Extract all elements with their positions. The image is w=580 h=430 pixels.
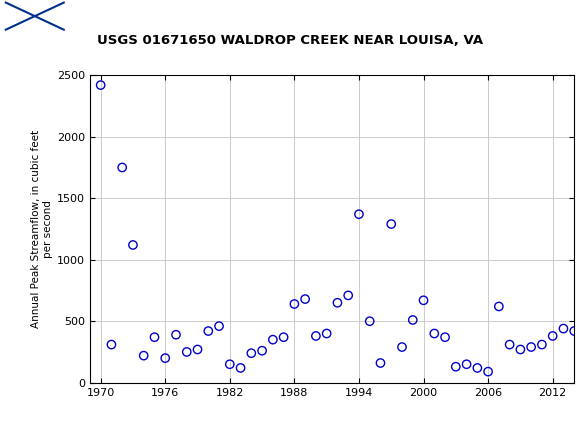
Point — [258, 347, 267, 354]
Point — [225, 361, 234, 368]
Bar — [6, 3, 64, 30]
Point — [96, 82, 106, 89]
Point — [451, 363, 461, 370]
Point — [570, 328, 579, 335]
Point — [387, 221, 396, 227]
Point — [462, 361, 471, 368]
Point — [516, 346, 525, 353]
Text: USGS: USGS — [70, 9, 117, 24]
Point — [246, 350, 256, 356]
Point — [171, 331, 180, 338]
Point — [311, 332, 321, 339]
Point — [300, 296, 310, 303]
Point — [484, 368, 493, 375]
Point — [537, 341, 546, 348]
Point — [204, 328, 213, 335]
Point — [182, 348, 191, 355]
Point — [559, 325, 568, 332]
Text: USGS 01671650 WALDROP CREEK NEAR LOUISA, VA: USGS 01671650 WALDROP CREEK NEAR LOUISA,… — [97, 34, 483, 47]
Point — [107, 341, 116, 348]
Point — [279, 334, 288, 341]
Point — [365, 318, 374, 325]
Point — [473, 365, 482, 372]
Point — [354, 211, 364, 218]
Point — [408, 316, 418, 323]
Point — [128, 242, 137, 249]
Point — [397, 344, 407, 350]
Point — [419, 297, 428, 304]
Y-axis label: Annual Peak Streamflow, in cubic feet
per second: Annual Peak Streamflow, in cubic feet pe… — [31, 130, 53, 328]
Point — [161, 355, 170, 362]
Point — [322, 330, 331, 337]
Point — [139, 352, 148, 359]
Point — [548, 332, 557, 339]
Point — [118, 164, 127, 171]
Point — [343, 292, 353, 299]
Point — [268, 336, 277, 343]
Point — [193, 346, 202, 353]
Point — [440, 334, 450, 341]
Point — [527, 344, 536, 350]
Point — [430, 330, 439, 337]
Point — [333, 299, 342, 306]
Point — [505, 341, 514, 348]
Point — [150, 334, 159, 341]
Point — [376, 359, 385, 366]
Point — [236, 365, 245, 372]
Point — [290, 301, 299, 307]
Point — [215, 322, 224, 329]
Point — [494, 303, 503, 310]
